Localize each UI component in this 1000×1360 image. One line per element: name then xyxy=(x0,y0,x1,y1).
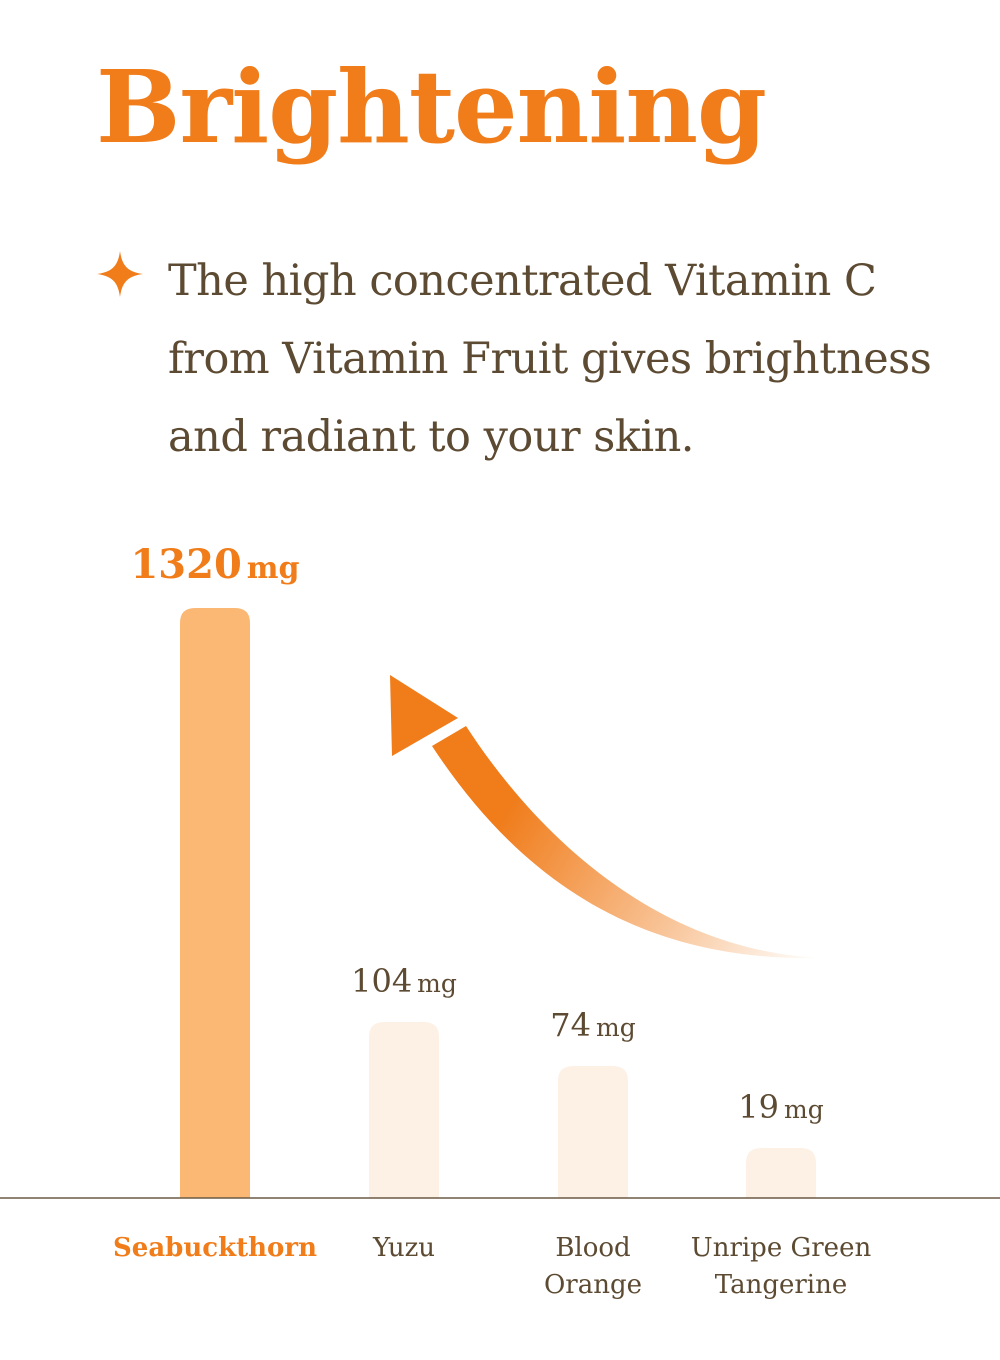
trend-arrow-head xyxy=(390,675,458,756)
value-label: 1320 mg xyxy=(130,541,299,588)
bar-blood-orange xyxy=(558,1066,628,1198)
category-label: Unripe Green Tangerine xyxy=(691,1233,872,1300)
description-text: The high concentrated Vitamin C from Vit… xyxy=(168,256,932,462)
bar-yuzu xyxy=(369,1022,439,1198)
category-label: Yuzu xyxy=(372,1233,435,1263)
category-label: Blood Orange xyxy=(544,1233,642,1300)
trend-arrow-tail xyxy=(432,726,820,959)
value-label: 74 mg xyxy=(550,1006,635,1044)
page-title: Brightening xyxy=(96,48,767,166)
value-label: 19 mg xyxy=(738,1088,823,1126)
bar-unripe-green-tangerine xyxy=(746,1148,816,1198)
category-label: Seabuckthorn xyxy=(113,1233,317,1263)
bar-seabuckthorn xyxy=(180,608,250,1198)
sparkle-star-icon xyxy=(97,251,143,297)
trend-arrow xyxy=(390,675,820,959)
value-label: 104 mg xyxy=(351,962,457,1000)
